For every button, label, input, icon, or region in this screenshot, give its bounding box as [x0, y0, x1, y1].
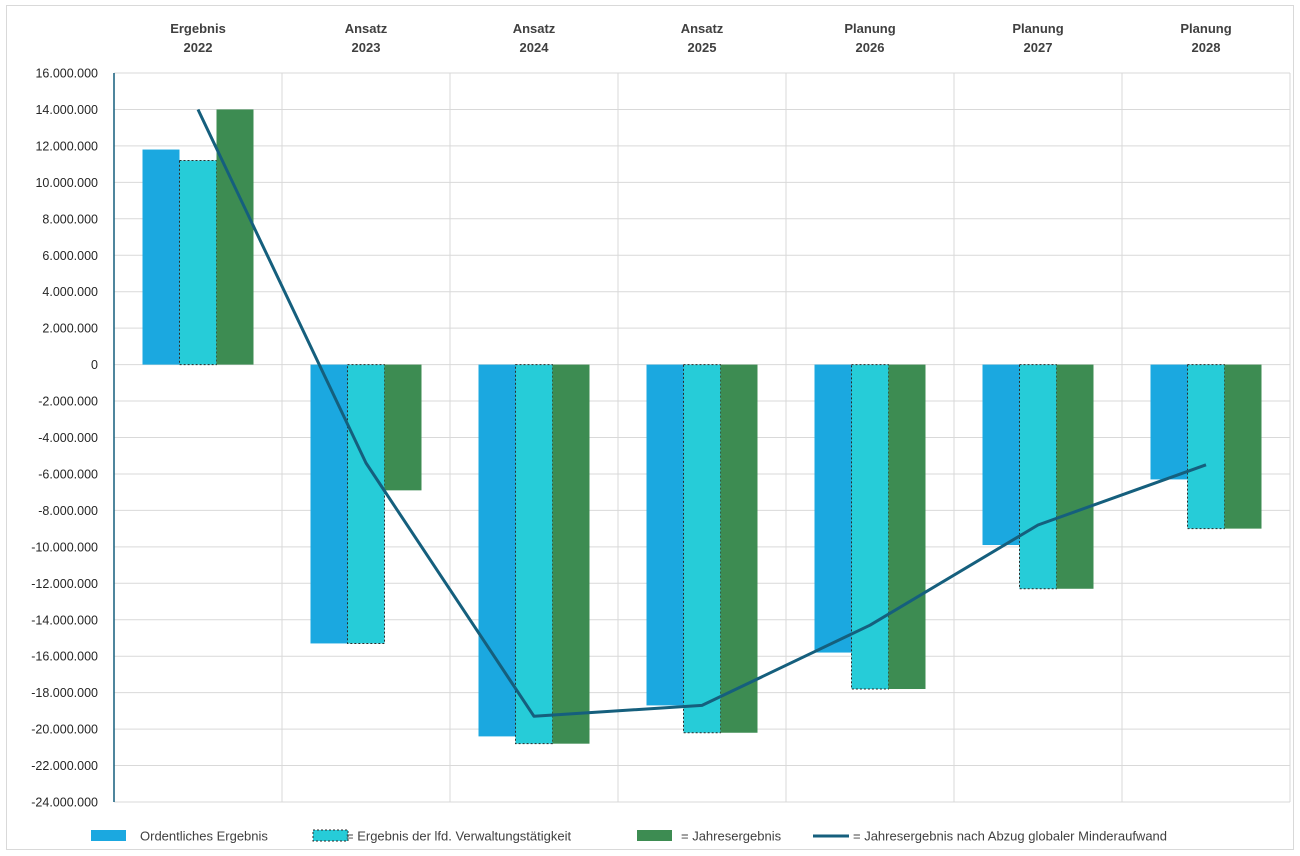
- category-label: Planung: [844, 21, 895, 36]
- legend-label: = Jahresergebnis nach Abzug globaler Min…: [853, 829, 1167, 844]
- y-tick-label: -4.000.000: [38, 431, 98, 445]
- category-label: Ansatz: [513, 21, 556, 36]
- category-label: 2028: [1192, 40, 1221, 55]
- y-tick-label: -20.000.000: [31, 723, 98, 737]
- y-tick-label: 0: [91, 358, 98, 372]
- bar-1: [1150, 364, 1188, 480]
- y-tick-label: 14.000.000: [35, 103, 98, 117]
- bar-3: [1056, 364, 1094, 589]
- y-tick-label: -6.000.000: [38, 467, 98, 481]
- category-label: 2026: [856, 40, 885, 55]
- bar-3: [1224, 364, 1262, 529]
- legend-label: = Ergebnis der lfd. Verwaltungstätigkeit: [346, 829, 571, 844]
- category-label: Ergebnis: [170, 21, 226, 36]
- category-label: 2023: [352, 40, 381, 55]
- bar-1: [814, 364, 852, 653]
- y-tick-label: 10.000.000: [35, 176, 98, 190]
- bar-2: [683, 364, 721, 734]
- y-tick-label: -16.000.000: [31, 650, 98, 664]
- category-label: Planung: [1180, 21, 1231, 36]
- bar-2: [1187, 364, 1225, 530]
- bar-2: [1019, 364, 1057, 590]
- bar-1: [646, 364, 684, 706]
- bar-3: [552, 364, 590, 744]
- y-tick-label: 12.000.000: [35, 139, 98, 153]
- bar-1: [478, 364, 516, 737]
- y-tick-label: 6.000.000: [42, 249, 98, 263]
- y-tick-label: 8.000.000: [42, 212, 98, 226]
- series-line: [196, 108, 1207, 718]
- y-tick-label: 16.000.000: [35, 67, 98, 81]
- legend-swatch: [637, 830, 672, 841]
- category-label: 2027: [1024, 40, 1053, 55]
- category-label: 2024: [520, 40, 550, 55]
- bar-2: [179, 159, 217, 366]
- category-label: 2022: [184, 40, 213, 55]
- bar-2: [515, 364, 553, 745]
- legend-swatch: [91, 830, 126, 841]
- y-tick-label: -8.000.000: [38, 504, 98, 518]
- bar-1: [142, 149, 180, 365]
- bar-2: [347, 364, 385, 644]
- legend-label: = Jahresergebnis: [681, 829, 782, 844]
- y-tick-label: -14.000.000: [31, 613, 98, 627]
- y-tick-label: 4.000.000: [42, 285, 98, 299]
- bar-3: [216, 109, 254, 365]
- category-label: Ansatz: [345, 21, 388, 36]
- y-tick-label: -12.000.000: [31, 577, 98, 591]
- category-label: Ansatz: [681, 21, 724, 36]
- y-tick-label: 2.000.000: [42, 322, 98, 336]
- bar-3: [888, 364, 926, 690]
- bar-1: [310, 364, 348, 644]
- bar-3: [720, 364, 758, 733]
- bar-3: [384, 364, 422, 491]
- legend-label: Ordentliches Ergebnis: [140, 829, 268, 844]
- bar-2: [851, 364, 889, 690]
- y-tick-label: -18.000.000: [31, 686, 98, 700]
- legend-swatch: [312, 829, 349, 842]
- category-label: Planung: [1012, 21, 1063, 36]
- y-tick-label: -24.000.000: [31, 796, 98, 810]
- bar-1: [982, 364, 1020, 546]
- y-tick-label: -2.000.000: [38, 395, 98, 409]
- y-tick-label: -10.000.000: [31, 540, 98, 554]
- y-tick-label: -22.000.000: [31, 759, 98, 773]
- category-label: 2025: [688, 40, 717, 55]
